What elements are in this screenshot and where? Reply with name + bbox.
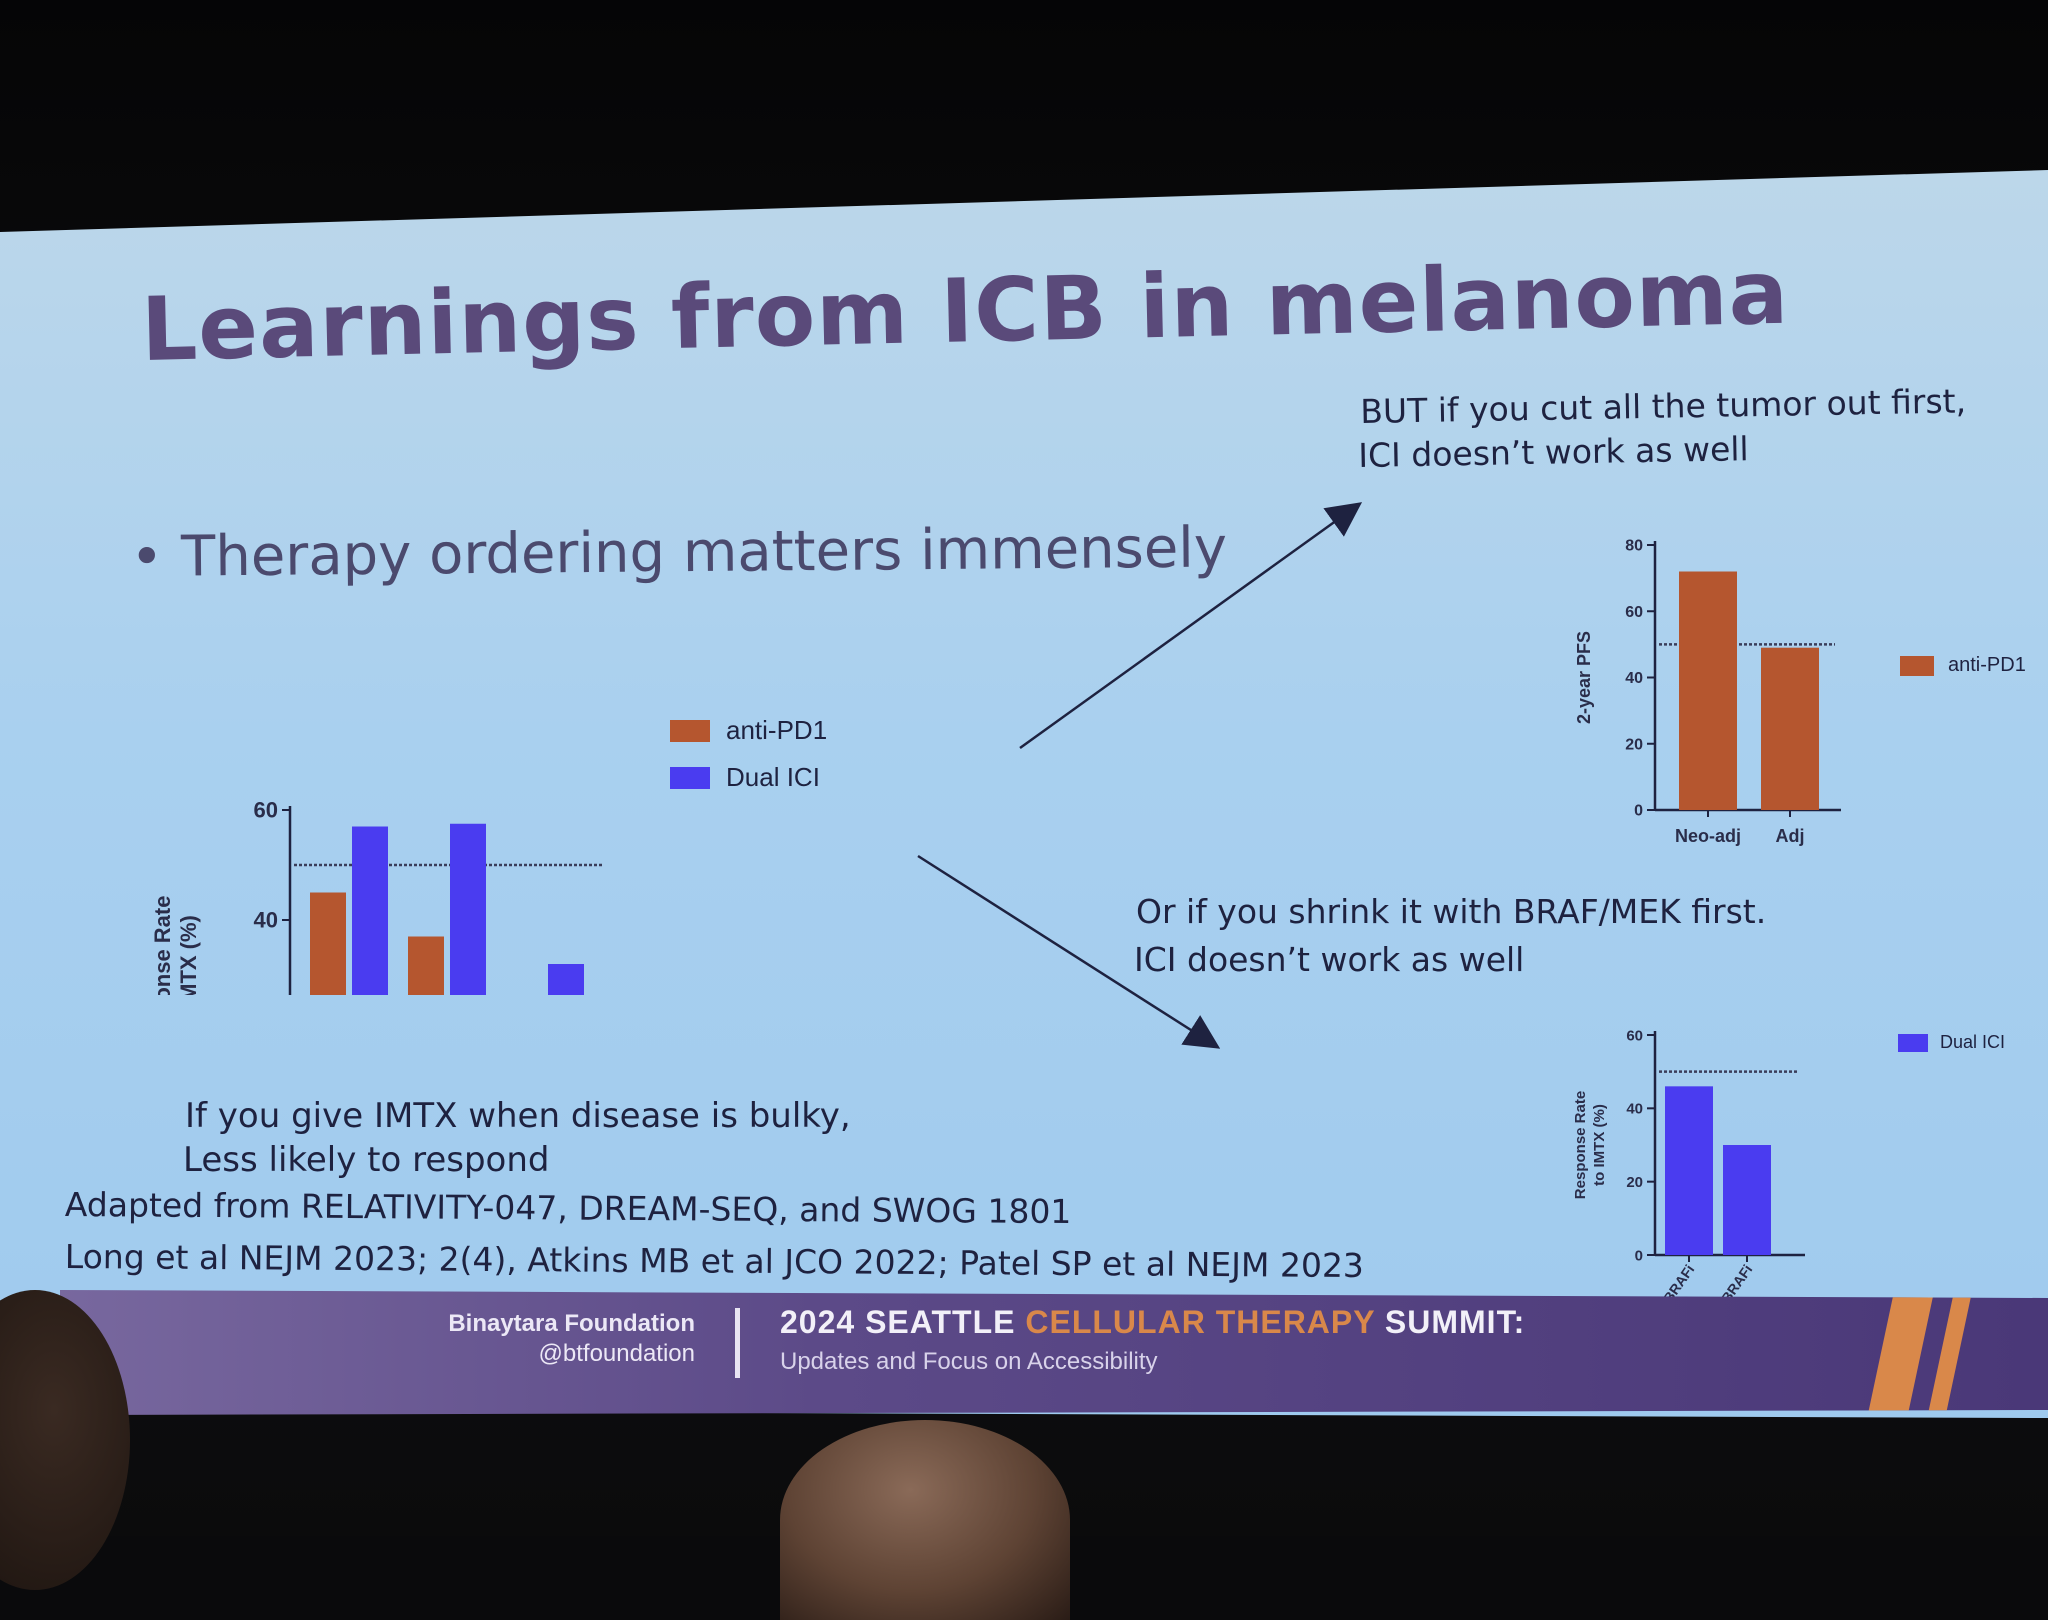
annotation-left-1: If you give IMTX when disease is bulky, (185, 1096, 851, 1136)
y-tick-label: 40 (254, 908, 278, 933)
audience-head (780, 1420, 1070, 1620)
footer-handle: @btfoundation (538, 1340, 695, 1367)
decor-stripe-2 (1925, 1290, 1973, 1415)
bar-anti-pd1 (1761, 647, 1819, 810)
bar-dual-ici (450, 823, 486, 995)
y-tick-label: 60 (1626, 1027, 1643, 1044)
footer-summit: 2024 SEATTLE CELLULAR THERAPY SUMMIT: (780, 1304, 1525, 1341)
legend-chart-3: Dual ICI (1898, 1032, 2005, 1053)
y-tick-label: 60 (1625, 604, 1643, 621)
y-tick-label: 80 (1625, 538, 1643, 555)
y-axis-label: Response Rate (1572, 1091, 1589, 1199)
annotation-top-2: ICI doesn’t work as well (1358, 429, 1749, 475)
y-axis-label: to IMTX (%) (176, 915, 201, 995)
y-tick-label: 20 (1626, 1174, 1643, 1191)
bar-anti-pd1 (1679, 571, 1737, 810)
legend-item-dual-ici: Dual ICI (670, 762, 827, 793)
legend-item-anti-pd1: anti-PD1 (670, 715, 827, 746)
footer-org: Binaytara Foundation (448, 1310, 695, 1337)
legend-label-dual-ici-3: Dual ICI (1940, 1032, 2006, 1052)
bar-dual-ici (352, 826, 388, 995)
y-tick-label: 40 (1625, 670, 1643, 687)
y-axis-label: to IMTX (%) (1591, 1104, 1608, 1186)
slide-footer: Binaytara Foundation @btfoundation 2024 … (60, 1290, 2048, 1415)
y-axis-label: Response Rate (150, 896, 175, 995)
legend-swatch-dual-ici (670, 766, 710, 789)
x-category-label: Adj (1776, 826, 1805, 846)
legend-label-dual-ici: Dual ICI (726, 762, 820, 792)
arrow-down (917, 854, 1221, 1049)
legend-swatch-anti-pd1 (670, 719, 710, 742)
legend-swatch-anti-pd1-2 (1900, 655, 1934, 676)
y-tick-label: 0 (1634, 803, 1643, 820)
presentation-slide: Learnings from ICB in melanoma • Therapy… (0, 170, 2048, 1418)
footer-subtitle: Updates and Focus on Accessibility (780, 1348, 1158, 1375)
legend-label-anti-pd1-2: anti-PD1 (1948, 654, 2026, 676)
bar-dual-ici (1665, 1086, 1713, 1255)
annotation-mid-2: ICI doesn’t work as well (1134, 940, 1525, 979)
bar-anti-pd1 (408, 936, 444, 995)
y-tick-label: 20 (1625, 736, 1643, 753)
y-tick-label: 40 (1626, 1101, 1643, 1118)
y-tick-label: 60 (254, 798, 278, 823)
bar-dual-ici (548, 964, 584, 995)
legend-chart-2: anti-PD1 (1900, 654, 2026, 677)
arrow-up (1019, 502, 1363, 750)
footer-divider (735, 1308, 740, 1378)
decor-stripe-1 (1865, 1290, 1935, 1415)
bar-anti-pd1 (310, 892, 346, 995)
legend-chart-1: anti-PD1 Dual ICI (670, 715, 827, 793)
legend-swatch-dual-ici-3 (1898, 1033, 1928, 1052)
summit-part-1: 2024 SEATTLE (780, 1304, 1026, 1340)
x-category-label: Neo-adj (1675, 826, 1741, 846)
summit-part-3: SUMMIT: (1375, 1304, 1526, 1340)
legend-label-anti-pd1: anti-PD1 (726, 715, 828, 745)
y-axis-label: 2-year PFS (1574, 631, 1594, 724)
bar-dual-ici (1723, 1145, 1771, 1255)
y-tick-label: 0 (1635, 1247, 1643, 1264)
annotation-mid-1: Or if you shrink it with BRAF/MEK first. (1136, 892, 1767, 931)
summit-part-2: CELLULAR THERAPY (1025, 1304, 1376, 1340)
arrows-layer (917, 502, 1363, 1049)
annotation-left-2: Less likely to respond (183, 1140, 550, 1180)
